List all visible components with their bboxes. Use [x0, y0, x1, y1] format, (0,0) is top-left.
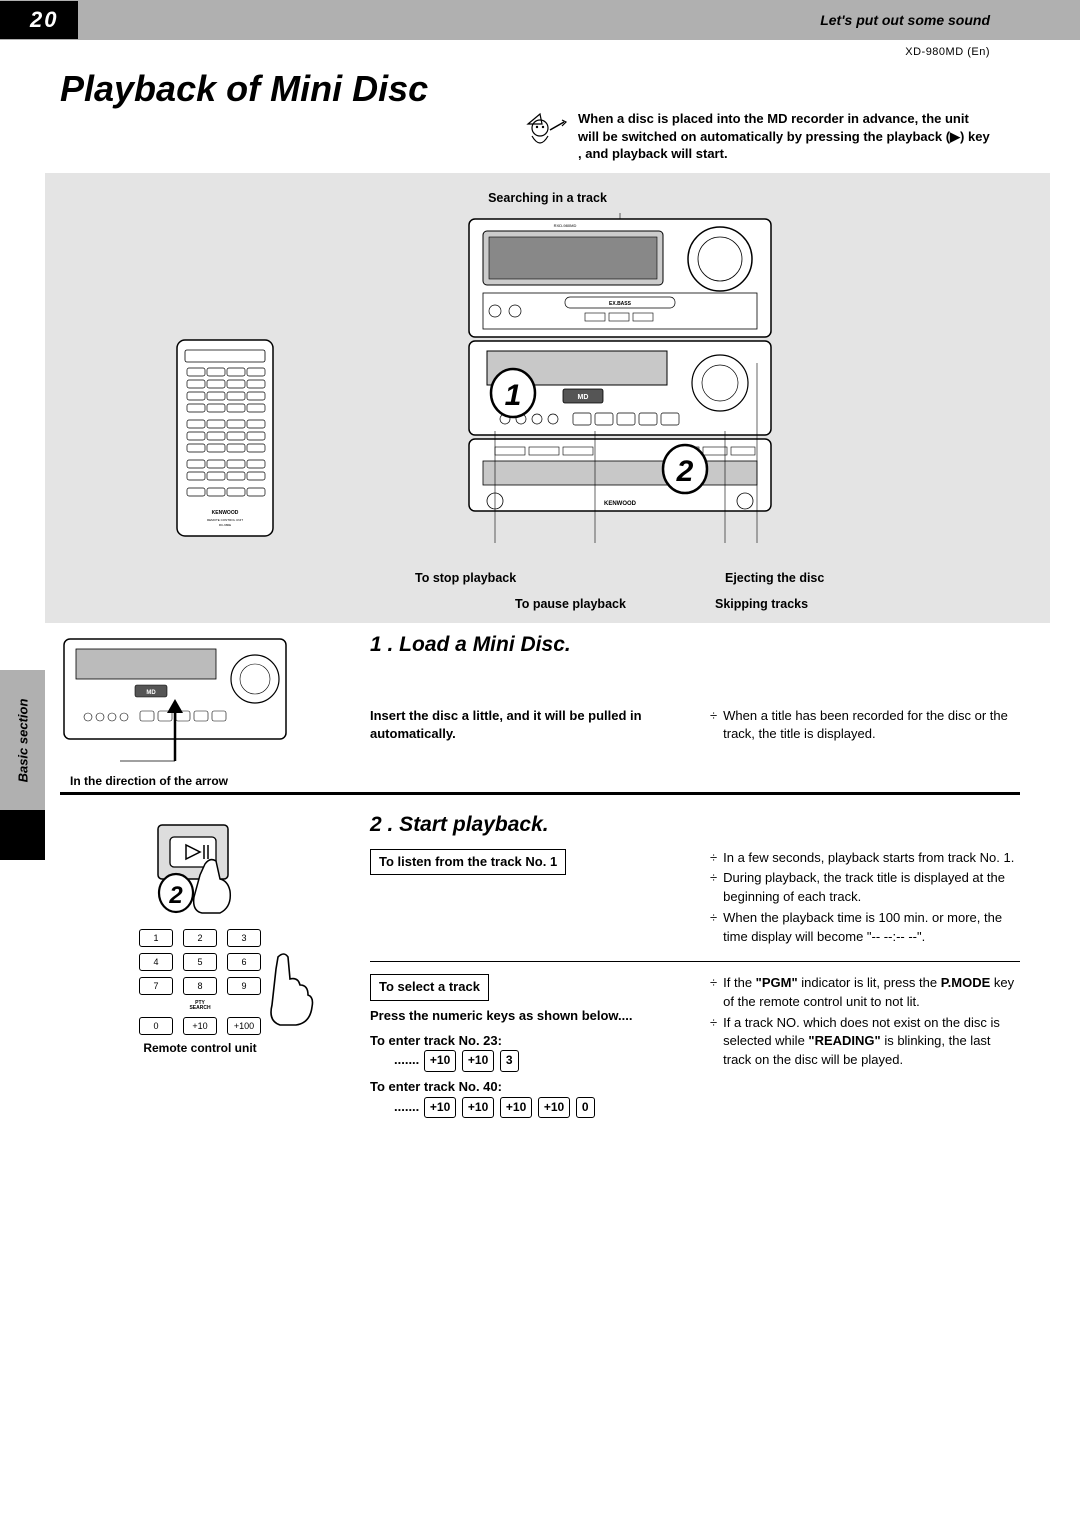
stereo-system-illustration: RXD-980MD EX.BASS MD: [465, 213, 775, 543]
svg-text:RXD-980MD: RXD-980MD: [554, 223, 577, 228]
page-number: 20: [0, 1, 78, 39]
svg-text:KENWOOD: KENWOOD: [212, 510, 239, 516]
device-diagram-box: Searching in a track KENWOOD REMOTE CONT…: [45, 173, 1050, 623]
divider-thick: [60, 792, 1020, 795]
key-8: 8: [183, 977, 217, 995]
wizard-icon: [520, 110, 568, 158]
key-2: 2: [183, 929, 217, 947]
step-1-title: 1 . Load a Mini Disc.: [370, 633, 1020, 657]
remote-control-illustration: KENWOOD REMOTE CONTROL UNIT RC-980E: [175, 338, 275, 538]
key-6: 6: [227, 953, 261, 971]
step2-bullets-a: ÷In a few seconds, playback starts from …: [710, 849, 1020, 949]
stop-playback-label: To stop playback: [415, 571, 516, 585]
step-2-title: 2 . Start playback.: [370, 813, 1020, 837]
enter-23-keys: ....... +10 +10 3: [370, 1050, 680, 1071]
model-code: XD-980MD (En): [0, 40, 1080, 58]
svg-text:REMOTE CONTROL UNIT: REMOTE CONTROL UNIT: [207, 518, 243, 522]
pty-search-label: PTYSEARCH: [183, 1001, 217, 1011]
remote-caption: Remote control unit: [60, 1041, 340, 1055]
page-title: Playback of Mini Disc: [0, 58, 1080, 110]
section-black-strip: [0, 810, 45, 860]
hand-pointing-icon: [266, 949, 318, 1027]
svg-text:1: 1: [505, 379, 522, 412]
remote-numeric-keypad: 123 456 789 PTYSEARCH 0 +10 +100: [130, 929, 270, 1035]
pause-playback-label: To pause playback: [515, 597, 626, 611]
key-7: 7: [139, 977, 173, 995]
play-button-press-illustration: 2: [150, 819, 250, 919]
section-side-tab: Basic section: [0, 670, 45, 810]
step-1-section: MD In the direction of the arrow 1 . Loa…: [0, 623, 1080, 788]
step-2-section: 2 123 456 789 PTYSEARCH 0+10+100 Remote …: [0, 803, 1080, 1118]
step2-bullets-b: ÷ If the "PGM" indicator is lit, press t…: [710, 974, 1020, 1118]
key-9: 9: [227, 977, 261, 995]
svg-text:RC-980E: RC-980E: [219, 523, 231, 527]
listen-track-1-box: To listen from the track No. 1: [370, 849, 566, 876]
enter-23-label: To enter track No. 23:: [370, 1032, 680, 1051]
header-tagline: Let's put out some sound: [820, 12, 990, 28]
section-tab-text: Basic section: [15, 698, 30, 782]
svg-text:2: 2: [168, 882, 183, 909]
step1-right-text: ÷When a title has been recorded for the …: [710, 707, 1020, 747]
key-5: 5: [183, 953, 217, 971]
key-1: 1: [139, 929, 173, 947]
svg-text:KENWOOD: KENWOOD: [604, 501, 637, 507]
step1-left-text: Insert the disc a little, and it will be…: [370, 707, 680, 747]
key-3: 3: [227, 929, 261, 947]
searching-label: Searching in a track: [488, 191, 607, 205]
intro-row: When a disc is placed into the MD record…: [0, 110, 1080, 173]
enter-40-label: To enter track No. 40:: [370, 1078, 680, 1097]
svg-text:2: 2: [676, 455, 694, 488]
svg-text:MD: MD: [578, 394, 589, 401]
intro-text: When a disc is placed into the MD record…: [578, 110, 990, 163]
svg-text:EX.BASS: EX.BASS: [609, 301, 632, 307]
header-bar: 20 Let's put out some sound: [0, 0, 1080, 40]
arrow-caption: In the direction of the arrow: [60, 774, 340, 788]
divider-thin-inner: [370, 961, 1020, 962]
press-numeric-text: Press the numeric keys as shown below...…: [370, 1007, 680, 1026]
key-p10: +10: [183, 1017, 217, 1035]
select-track-box: To select a track: [370, 974, 489, 1001]
md-unit-illustration: MD: [60, 633, 290, 763]
enter-40-keys: ....... +10 +10 +10 +10 0: [370, 1097, 680, 1118]
svg-text:MD: MD: [146, 690, 156, 696]
skip-tracks-label: Skipping tracks: [715, 597, 808, 611]
key-p100: +100: [227, 1017, 261, 1035]
key-4: 4: [139, 953, 173, 971]
key-0: 0: [139, 1017, 173, 1035]
eject-disc-label: Ejecting the disc: [725, 571, 824, 585]
